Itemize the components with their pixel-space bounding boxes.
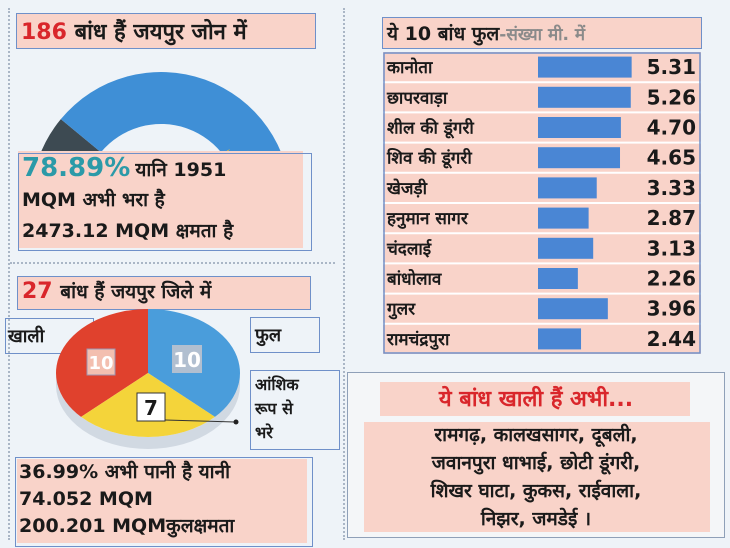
district-stats: 36.99% अभी पानी है यानी 74.052 MQM 200.2… bbox=[19, 459, 234, 540]
district-dam-count: 27 bbox=[22, 279, 53, 304]
district-line1: 36.99% अभी पानी है यानी bbox=[19, 461, 231, 483]
district-stats-frame bbox=[15, 457, 313, 547]
district-title-box: 27 बांध हैं जयपुर जिले में bbox=[17, 276, 311, 310]
district-stats-bg bbox=[17, 459, 307, 543]
bar-title-box: ये 10 बांध फुल-संख्या मी. में bbox=[382, 17, 702, 49]
district-line2: 74.052 MQM bbox=[19, 488, 153, 510]
bar-category-label: बांधोलाव bbox=[386, 269, 443, 290]
bar-value-label: 5.31 bbox=[647, 55, 696, 79]
bar bbox=[538, 177, 597, 199]
partial-label-frame: आंशिक रूप से भरे bbox=[250, 370, 340, 450]
zone-percent: 78.89% bbox=[22, 153, 131, 183]
bar-value-label: 2.26 bbox=[647, 267, 696, 291]
bar bbox=[538, 328, 582, 350]
bar-value-label: 3.33 bbox=[647, 176, 696, 200]
bar bbox=[538, 147, 621, 169]
zone-dam-count: 186 bbox=[21, 20, 67, 45]
empty-dams-line: जवानपुरा धाभाई, छोटी डूंगरी, bbox=[431, 452, 641, 474]
zone-stats: 78.89% यानि 1951 MQM अभी भरा है 2473.12 … bbox=[22, 152, 233, 245]
bar-category-label: रामचंद्रपुरा bbox=[386, 330, 450, 350]
column-divider bbox=[343, 8, 345, 540]
left-section-divider bbox=[10, 262, 335, 264]
bar bbox=[538, 86, 631, 108]
empty-dams-title-bg bbox=[380, 382, 690, 416]
partial-label-line3: भरे bbox=[255, 423, 273, 442]
zone-line1: यानि 1951 bbox=[135, 159, 227, 181]
empty-dams-list: रामगढ़, कालखसागर, दूबली, जवानपुरा धाभाई,… bbox=[348, 421, 724, 533]
bar-chart: कानोता 5.31 छापरवाड़ा 5.26 शील की डूंगरी 4.70… bbox=[383, 52, 701, 354]
left-border bbox=[8, 8, 10, 540]
zone-title-text: बांध हैं जयपुर जोन में bbox=[74, 20, 247, 45]
bar-category-label: खेजड़ी bbox=[386, 178, 428, 199]
bar-category-label: शील की डूंगरी bbox=[387, 118, 474, 140]
empty-dams-line: शिखर घाटा, कुकस, राईवाला, bbox=[430, 480, 642, 502]
bar bbox=[538, 56, 632, 78]
bar-title-main: ये 10 बांध फुल bbox=[387, 23, 500, 45]
zone-line3: 2473.12 MQM क्षमता है bbox=[22, 220, 234, 242]
pie-partial-leader-dot bbox=[233, 419, 239, 425]
pie-label-box-partial bbox=[136, 392, 166, 422]
full-label-frame: फुल bbox=[250, 317, 320, 353]
partial-label-line2: रूप से bbox=[255, 399, 293, 418]
bar-value-label: 5.26 bbox=[647, 85, 696, 109]
zone-line2: MQM अभी भरा है bbox=[22, 189, 165, 211]
bar bbox=[538, 237, 594, 259]
bar-category-label: शिव की डूंगरी bbox=[386, 148, 472, 170]
empty-dams-line: निझर, जमडेई । bbox=[480, 508, 592, 530]
zone-stats-bg bbox=[18, 151, 303, 248]
bar bbox=[538, 117, 621, 138]
full-label: फुल bbox=[255, 325, 282, 346]
pie-label-box-full bbox=[172, 345, 202, 373]
bar-value-label: 3.13 bbox=[647, 236, 696, 260]
bar-category-label: गुलर bbox=[386, 300, 416, 320]
bar bbox=[538, 268, 578, 289]
bar-value-label: 2.44 bbox=[647, 327, 696, 351]
bar-value-label: 2.87 bbox=[647, 206, 696, 230]
bar-value-label: 3.96 bbox=[647, 297, 696, 321]
bar-category-label: चंदलाई bbox=[386, 238, 432, 259]
bar-category-label: हनुमान सागर bbox=[386, 209, 469, 229]
pie-value-full: 10 bbox=[173, 348, 201, 372]
bar bbox=[538, 207, 589, 229]
zone-title-box: 186 बांध हैं जयपुर जोन में bbox=[16, 13, 316, 49]
bar-category-label: छापरवाड़ा bbox=[386, 88, 448, 108]
pie-value-empty: 10 bbox=[88, 353, 113, 374]
pie-label-box-empty bbox=[86, 348, 116, 376]
bar-chart-frame bbox=[383, 52, 701, 354]
pie-chart: 10 10 7 bbox=[55, 309, 241, 449]
partial-label-line1: आंशिक bbox=[255, 375, 299, 394]
empty-dams-line: रामगढ़, कालखसागर, दूबली, bbox=[434, 424, 638, 446]
district-line3: 200.201 MQMकुलक्षमता bbox=[19, 515, 235, 537]
bar-value-label: 4.70 bbox=[647, 116, 696, 140]
pie-value-partial: 7 bbox=[144, 396, 158, 420]
pie-partial-leader bbox=[164, 419, 236, 423]
bar-title-sub: -संख्या मी. में bbox=[499, 25, 586, 45]
bar bbox=[538, 298, 608, 320]
pie-shadow bbox=[56, 373, 240, 449]
zone-stats-frame bbox=[18, 153, 312, 251]
empty-dams-title: ये बांध खाली हैं अभी... bbox=[438, 387, 634, 412]
bar-value-label: 4.65 bbox=[647, 146, 696, 170]
bar-category-label: कानोता bbox=[386, 57, 433, 78]
district-title-text: बांध हैं जयपुर जिले में bbox=[60, 281, 212, 303]
empty-dams-list-bg bbox=[364, 422, 710, 532]
empty-label: खाली bbox=[8, 326, 45, 347]
empty-dams-box: ये बांध खाली हैं अभी... रामगढ़, कालखसागर… bbox=[347, 372, 725, 538]
